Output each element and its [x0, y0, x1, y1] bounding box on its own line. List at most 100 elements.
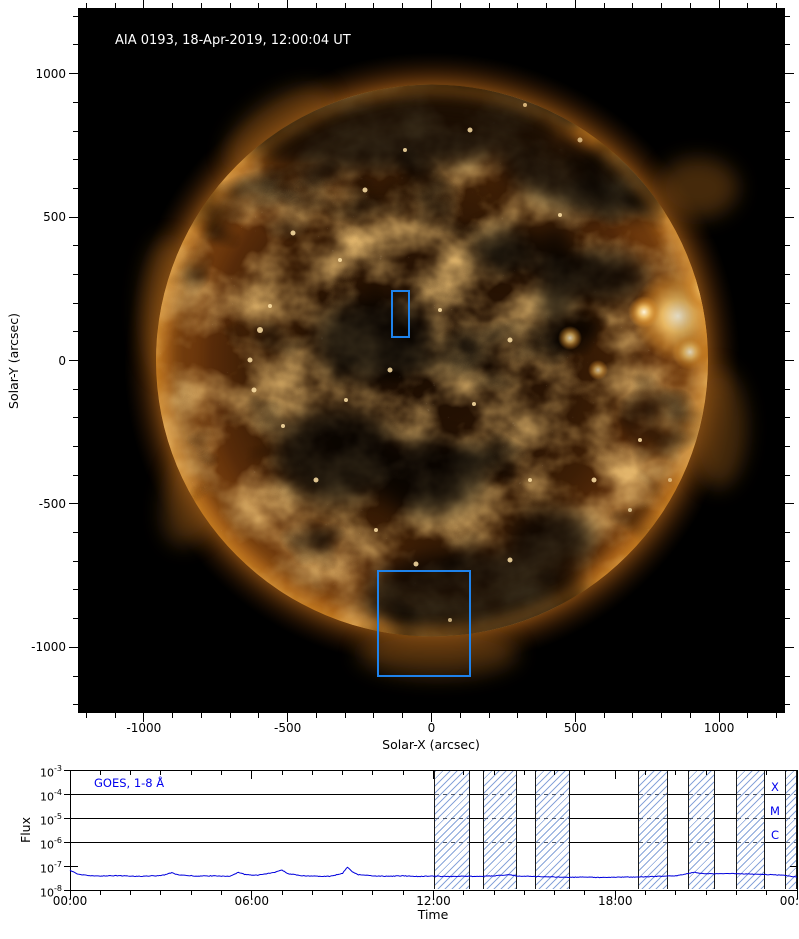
goes-top-tick	[190, 771, 192, 775]
solar-y-tick	[73, 446, 78, 448]
flux-threshold-dashed-segment	[536, 841, 570, 843]
solar-x-tick-label: 0	[427, 721, 436, 735]
solar-y-tick	[73, 187, 78, 189]
solar-x-tick	[287, 0, 289, 8]
solar-image-panel: AIA 0193, 18-Apr-2019, 12:00:04 UT	[78, 8, 785, 713]
solar-x-tick	[776, 713, 778, 718]
goes-top-tick	[130, 771, 132, 775]
goes-y-tick	[64, 793, 70, 795]
solar-y-tick	[785, 446, 790, 448]
solar-y-tick	[73, 273, 78, 275]
solar-xaxis-label: Solar-X (arcsec)	[382, 737, 480, 752]
flare-class-label-x: X	[771, 780, 779, 794]
solar-y-tick	[73, 474, 78, 476]
flare-class-label-m: M	[770, 804, 780, 818]
solar-y-tick	[785, 187, 790, 189]
flux-threshold-dashed-segment	[688, 793, 714, 795]
flux-threshold-dashed-segment	[737, 817, 764, 819]
goes-bottom-tick	[190, 891, 192, 895]
solar-y-tick	[785, 101, 790, 103]
goes-top-tick	[251, 771, 253, 779]
goes-y-tick	[64, 769, 70, 771]
flux-threshold-dashed-segment	[785, 817, 796, 819]
solar-x-tick-label: -500	[274, 721, 302, 735]
solar-y-tick	[785, 388, 790, 390]
solar-x-tick	[689, 713, 691, 718]
solar-y-tick	[785, 331, 790, 333]
flux-threshold-dashed-segment	[639, 841, 667, 843]
solar-y-tick	[785, 360, 794, 361]
solar-y-tick	[73, 44, 78, 46]
solar-x-tick	[172, 3, 174, 8]
solar-y-tick	[69, 216, 78, 218]
solar-y-tick	[785, 618, 790, 620]
solar-y-tick	[785, 560, 790, 562]
goes-top-tick	[675, 771, 677, 775]
solar-y-tick	[785, 589, 790, 591]
eclipse-hatch-band	[687, 771, 715, 889]
solar-x-tick	[661, 713, 663, 718]
solar-x-tick	[661, 3, 663, 8]
goes-bottom-tick	[645, 891, 647, 895]
eclipse-hatch-band	[638, 771, 668, 889]
goes-bottom-tick	[402, 891, 404, 895]
flux-threshold-dashed-segment	[639, 793, 667, 795]
solar-x-tick	[85, 3, 87, 8]
goes-bottom-tick	[372, 891, 374, 895]
goes-y-tick-label: 10-8	[40, 884, 62, 900]
goes-x-tick-label: 00:00	[779, 894, 799, 908]
solar-x-tick-label: 1000	[703, 721, 735, 735]
goes-top-tick	[584, 771, 586, 775]
solar-y-tick-label: -1000	[31, 640, 66, 655]
solar-y-tick	[785, 302, 790, 304]
solar-x-tick	[172, 713, 174, 718]
goes-y-tick-label: 10-7	[40, 860, 62, 876]
goes-bottom-tick	[463, 891, 465, 895]
goes-x-tick-label: 18:00	[597, 894, 633, 908]
flux-threshold-line-c	[70, 841, 797, 843]
solar-y-tick	[73, 302, 78, 304]
goes-top-tick	[99, 771, 101, 775]
solar-x-tick	[517, 3, 519, 8]
goes-top-tick	[311, 771, 313, 775]
eclipse-hatch-band	[784, 771, 797, 889]
flux-threshold-dashed-segment	[435, 841, 470, 843]
solar-y-tick	[73, 15, 78, 17]
goes-xaxis-label: Time	[417, 907, 449, 922]
solar-x-tick	[373, 713, 375, 718]
flux-threshold-dashed-segment	[688, 841, 714, 843]
solar-y-tick	[73, 388, 78, 390]
solar-x-tick	[431, 713, 432, 722]
flux-threshold-dashed-segment	[483, 841, 517, 843]
solar-x-tick	[258, 3, 260, 8]
solar-y-tick	[785, 646, 794, 648]
flux-threshold-dashed-segment	[639, 817, 667, 819]
goes-bottom-tick	[705, 891, 707, 895]
solar-y-tick	[73, 159, 78, 161]
solar-x-tick	[344, 713, 346, 718]
goes-bottom-tick	[735, 891, 737, 895]
solar-y-tick	[69, 360, 78, 361]
solar-x-tick	[488, 713, 490, 718]
solar-y-tick	[785, 532, 790, 534]
roi-box-1	[391, 289, 410, 339]
goes-y-tick-label: 10-4	[40, 788, 62, 804]
solar-x-tick	[229, 3, 231, 8]
flux-threshold-dashed-segment	[483, 817, 517, 819]
solar-y-tick	[785, 73, 794, 75]
flux-threshold-line-x	[70, 793, 797, 795]
goes-top-tick	[614, 771, 616, 779]
solar-image-title: AIA 0193, 18-Apr-2019, 12:00:04 UT	[115, 33, 351, 48]
flux-threshold-dashed-segment	[737, 841, 764, 843]
solar-y-tick	[73, 675, 78, 677]
goes-top-tick	[160, 771, 162, 775]
goes-inward-tick	[790, 865, 797, 867]
solar-y-tick	[785, 417, 790, 419]
solar-x-tick	[632, 713, 634, 718]
goes-y-tick	[64, 865, 70, 867]
solar-y-tick	[785, 159, 790, 161]
solar-x-tick	[143, 713, 145, 722]
solar-x-tick	[431, 0, 432, 8]
goes-y-tick	[64, 889, 70, 891]
